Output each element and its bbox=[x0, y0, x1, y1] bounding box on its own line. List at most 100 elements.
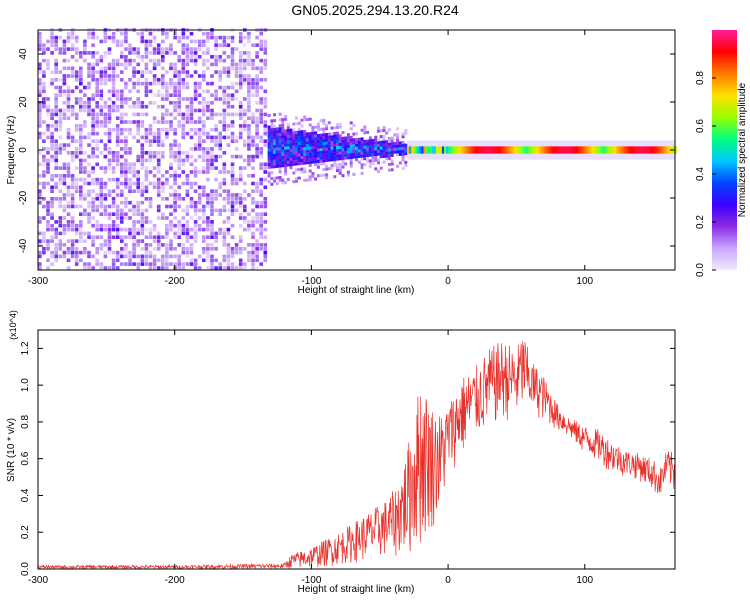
heatmap-cell bbox=[567, 146, 571, 154]
heatmap-cell bbox=[476, 146, 480, 154]
heatmap-cell bbox=[161, 55, 165, 59]
heatmap-cell bbox=[275, 127, 279, 131]
heatmap-cell bbox=[161, 93, 165, 97]
heatmap-cell bbox=[333, 146, 337, 150]
heatmap-cell bbox=[140, 258, 145, 263]
heatmap-cell bbox=[46, 204, 50, 209]
heatmap-cell bbox=[202, 101, 206, 105]
heatmap-cell bbox=[270, 133, 274, 137]
heatmap-cell bbox=[128, 258, 132, 263]
heatmap-cell bbox=[165, 223, 169, 228]
heatmap-cell bbox=[263, 247, 268, 251]
heatmap-cell bbox=[177, 154, 181, 159]
heatmap-cell bbox=[74, 185, 79, 190]
heatmap-cell bbox=[247, 250, 251, 255]
heatmap-cell bbox=[243, 51, 247, 55]
heatmap-cell bbox=[124, 216, 128, 220]
heatmap-cell bbox=[144, 93, 149, 97]
heatmap-cell bbox=[161, 116, 165, 120]
heatmap-cell bbox=[263, 254, 268, 259]
heatmap-cell bbox=[148, 31, 153, 36]
heatmap-cell bbox=[316, 162, 320, 166]
heatmap-cell bbox=[144, 104, 149, 109]
heatmap-cell bbox=[587, 146, 591, 154]
heatmap-cell bbox=[482, 146, 487, 154]
heatmap-cell bbox=[295, 136, 298, 140]
heatmap-cell bbox=[161, 243, 165, 247]
heatmap-cell bbox=[103, 243, 108, 247]
heatmap-cell bbox=[238, 235, 243, 239]
heatmap-cell bbox=[165, 135, 169, 140]
heatmap-cell bbox=[202, 151, 206, 155]
heatmap-cell bbox=[548, 146, 552, 154]
heatmap-cell bbox=[230, 58, 235, 63]
heatmap-cell bbox=[251, 58, 255, 63]
heatmap-cell bbox=[181, 262, 186, 266]
heatmap-cell bbox=[480, 146, 485, 154]
heatmap-cell bbox=[647, 146, 651, 154]
heatmap-cell bbox=[42, 170, 46, 174]
heatmap-cell bbox=[663, 146, 667, 154]
heatmap-cell bbox=[238, 258, 243, 263]
heatmap-cell bbox=[222, 127, 227, 132]
heatmap-cell bbox=[83, 47, 87, 51]
heatmap-cell bbox=[79, 185, 83, 190]
heatmap-cell bbox=[297, 162, 301, 166]
heatmap-cell bbox=[42, 235, 46, 239]
heatmap-cell bbox=[46, 170, 50, 174]
heatmap-cell bbox=[222, 197, 227, 201]
heatmap-cell bbox=[66, 85, 71, 90]
heatmap-cell bbox=[50, 235, 54, 239]
heatmap-cell bbox=[193, 204, 198, 209]
heatmap-cell bbox=[247, 135, 251, 140]
heatmap-cell bbox=[165, 197, 169, 201]
heatmap-cell bbox=[62, 101, 67, 105]
heatmap-cell bbox=[230, 162, 235, 167]
heatmap-cell bbox=[120, 189, 124, 193]
heatmap-cell bbox=[50, 189, 54, 193]
heatmap-cell bbox=[115, 108, 120, 113]
heatmap-cell bbox=[115, 162, 120, 167]
heatmap-cell bbox=[349, 141, 353, 145]
heatmap-cell bbox=[316, 148, 320, 152]
heatmap-cell bbox=[222, 70, 227, 74]
heatmap-cell bbox=[58, 70, 63, 74]
heatmap-cell bbox=[132, 85, 136, 90]
heatmap-cell bbox=[58, 151, 63, 155]
heatmap-cell bbox=[132, 223, 136, 228]
heatmap-cell bbox=[124, 181, 128, 186]
heatmap-cell bbox=[297, 144, 301, 148]
heatmap-cell bbox=[115, 131, 120, 136]
heatmap-cell bbox=[454, 146, 458, 154]
heatmap-cell bbox=[316, 125, 320, 129]
heatmap-cell bbox=[202, 124, 206, 128]
heatmap-cell bbox=[66, 47, 71, 51]
heatmap-cell bbox=[120, 62, 124, 67]
heatmap-cell bbox=[136, 51, 140, 55]
heatmap-cell bbox=[103, 212, 108, 216]
heatmap-cell bbox=[624, 146, 628, 154]
heatmap-cell bbox=[124, 127, 128, 132]
heatmap-cell bbox=[79, 189, 83, 193]
heatmap-cell bbox=[58, 78, 63, 82]
heatmap-cell bbox=[327, 135, 331, 139]
heatmap-cell bbox=[330, 158, 334, 162]
heatmap-cell bbox=[218, 262, 222, 266]
heatmap-cell bbox=[103, 116, 108, 120]
heatmap-cell bbox=[202, 212, 206, 216]
heatmap-cell bbox=[509, 146, 513, 154]
heatmap-cell bbox=[275, 136, 279, 140]
heatmap-cell bbox=[54, 143, 58, 147]
heatmap-cell bbox=[202, 185, 206, 190]
heatmap-cell bbox=[338, 151, 342, 155]
heatmap-cell bbox=[120, 127, 124, 132]
heatmap-cell bbox=[222, 189, 227, 193]
heatmap-cell bbox=[202, 127, 206, 132]
heatmap-cell bbox=[156, 143, 161, 147]
heatmap-cell bbox=[597, 146, 601, 154]
heatmap-cell bbox=[222, 208, 227, 213]
heatmap-cell bbox=[99, 89, 104, 94]
heatmap-cell bbox=[197, 47, 202, 51]
heatmap-cell bbox=[74, 177, 79, 182]
heatmap-cell bbox=[344, 150, 348, 154]
